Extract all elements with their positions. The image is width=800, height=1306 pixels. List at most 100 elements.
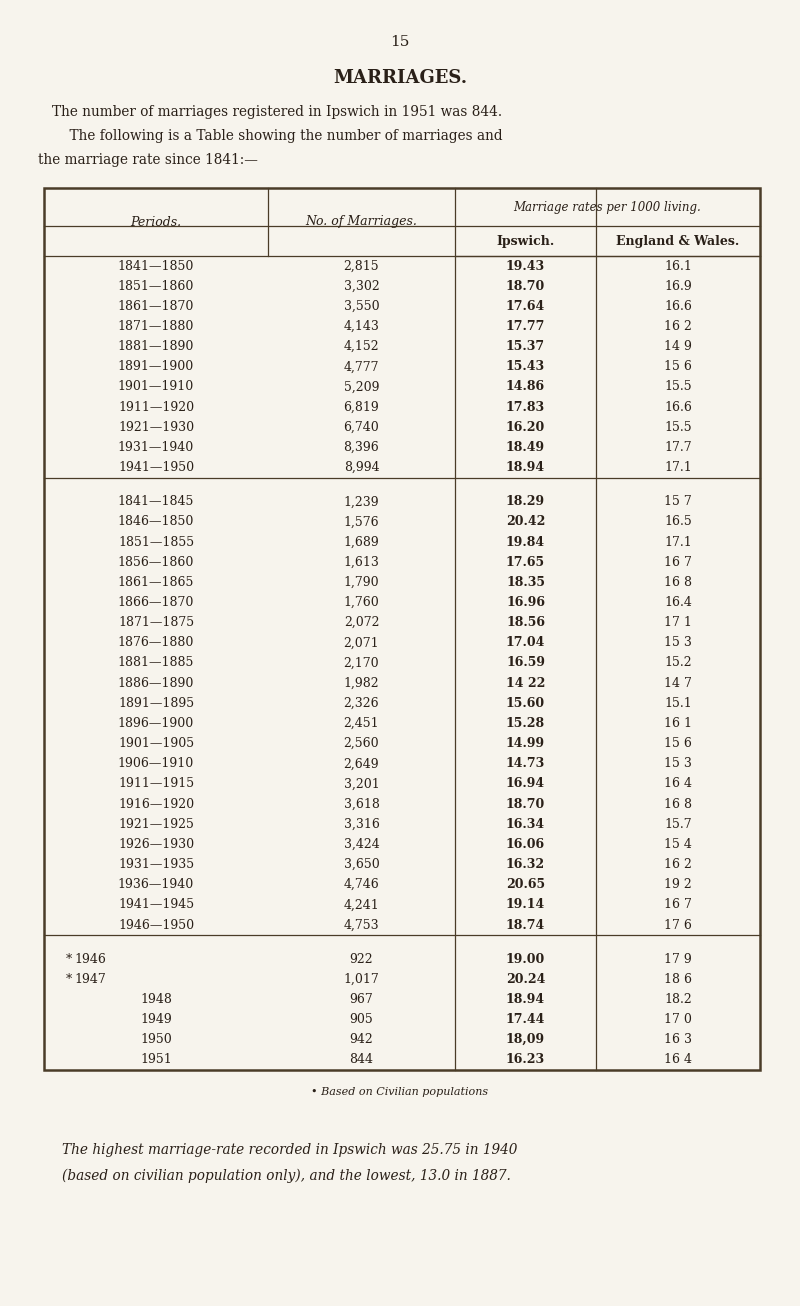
Text: 15 6: 15 6 xyxy=(664,737,692,750)
Text: 16.6: 16.6 xyxy=(664,401,692,414)
Text: 4,143: 4,143 xyxy=(343,320,379,333)
Text: 1931—1935: 1931—1935 xyxy=(118,858,194,871)
Text: 2,071: 2,071 xyxy=(344,636,379,649)
Text: 1881—1885: 1881—1885 xyxy=(118,657,194,670)
Text: 15.1: 15.1 xyxy=(664,697,692,709)
Text: 1871—1880: 1871—1880 xyxy=(118,320,194,333)
Text: 16.1: 16.1 xyxy=(664,260,692,273)
Text: 17.44: 17.44 xyxy=(506,1013,545,1027)
Text: 1851—1855: 1851—1855 xyxy=(118,535,194,549)
Text: 1911—1920: 1911—1920 xyxy=(118,401,194,414)
Text: 14 7: 14 7 xyxy=(664,677,692,690)
Text: 16 2: 16 2 xyxy=(664,320,692,333)
Text: 20.42: 20.42 xyxy=(506,516,545,529)
Text: 6,819: 6,819 xyxy=(344,401,379,414)
Text: 16.5: 16.5 xyxy=(664,516,692,529)
Text: 1886—1890: 1886—1890 xyxy=(118,677,194,690)
Text: 1946—1950: 1946—1950 xyxy=(118,918,194,931)
Text: 18.94: 18.94 xyxy=(506,461,545,474)
Text: 14.99: 14.99 xyxy=(506,737,545,750)
Text: 844: 844 xyxy=(350,1054,374,1067)
Text: 17.04: 17.04 xyxy=(506,636,545,649)
Text: Marriage rates per 1000 living.: Marriage rates per 1000 living. xyxy=(514,201,702,213)
Text: 17 6: 17 6 xyxy=(664,918,692,931)
Text: 16 8: 16 8 xyxy=(664,576,692,589)
Text: 16.94: 16.94 xyxy=(506,777,545,790)
Text: 1841—1850: 1841—1850 xyxy=(118,260,194,273)
Text: 19.84: 19.84 xyxy=(506,535,545,549)
Text: 1841—1845: 1841—1845 xyxy=(118,495,194,508)
Text: 1941—1945: 1941—1945 xyxy=(118,899,194,912)
Text: 16.20: 16.20 xyxy=(506,421,545,434)
Text: The number of marriages registered in Ipswich in 1951 was 844.: The number of marriages registered in Ip… xyxy=(52,104,502,119)
Text: 18.70: 18.70 xyxy=(506,798,545,811)
Text: 14.86: 14.86 xyxy=(506,380,545,393)
Text: 1941—1950: 1941—1950 xyxy=(118,461,194,474)
Text: • Based on Civilian populations: • Based on Civilian populations xyxy=(311,1087,489,1097)
Text: 1851—1860: 1851—1860 xyxy=(118,279,194,293)
Text: 4,241: 4,241 xyxy=(344,899,379,912)
Text: 19 2: 19 2 xyxy=(664,878,692,891)
Text: 1901—1910: 1901—1910 xyxy=(118,380,194,393)
Text: 15.5: 15.5 xyxy=(664,421,692,434)
Text: 18 6: 18 6 xyxy=(664,973,692,986)
Text: 1861—1865: 1861—1865 xyxy=(118,576,194,589)
Text: (based on civilian population only), and the lowest, 13.0 in 1887.: (based on civilian population only), and… xyxy=(62,1169,511,1183)
Text: 1950: 1950 xyxy=(140,1033,172,1046)
Text: No. of Marriages.: No. of Marriages. xyxy=(306,215,418,229)
Text: 18.74: 18.74 xyxy=(506,918,545,931)
Text: 16 2: 16 2 xyxy=(664,858,692,871)
Text: 18.49: 18.49 xyxy=(506,441,545,454)
Text: 1946: 1946 xyxy=(74,952,106,965)
Text: 16 4: 16 4 xyxy=(664,1054,692,1067)
Text: 2,170: 2,170 xyxy=(344,657,379,670)
Text: 1856—1860: 1856—1860 xyxy=(118,556,194,568)
Text: 1891—1900: 1891—1900 xyxy=(118,360,194,374)
Text: 3,302: 3,302 xyxy=(344,279,379,293)
Text: 1916—1920: 1916—1920 xyxy=(118,798,194,811)
Text: 1876—1880: 1876—1880 xyxy=(118,636,194,649)
Text: 3,424: 3,424 xyxy=(344,838,379,852)
Text: 1949: 1949 xyxy=(140,1013,172,1027)
Text: 922: 922 xyxy=(350,952,374,965)
Text: 1948: 1948 xyxy=(140,993,172,1006)
Text: 1,576: 1,576 xyxy=(344,516,379,529)
Text: 15: 15 xyxy=(390,35,410,50)
Text: 16.32: 16.32 xyxy=(506,858,545,871)
Text: 17.65: 17.65 xyxy=(506,556,545,568)
Text: 19.43: 19.43 xyxy=(506,260,545,273)
Text: 2,326: 2,326 xyxy=(344,697,379,709)
Text: 1,790: 1,790 xyxy=(344,576,379,589)
Text: 18.2: 18.2 xyxy=(664,993,692,1006)
Text: 17 0: 17 0 xyxy=(664,1013,692,1027)
Text: 1846—1850: 1846—1850 xyxy=(118,516,194,529)
Text: 17.7: 17.7 xyxy=(664,441,692,454)
Text: 17 1: 17 1 xyxy=(664,616,692,629)
Text: 19.00: 19.00 xyxy=(506,952,545,965)
Text: 3,316: 3,316 xyxy=(343,818,379,831)
Text: 1871—1875: 1871—1875 xyxy=(118,616,194,629)
Text: 15.43: 15.43 xyxy=(506,360,545,374)
Text: 1,239: 1,239 xyxy=(344,495,379,508)
Text: 18.94: 18.94 xyxy=(506,993,545,1006)
Text: 16.96: 16.96 xyxy=(506,596,545,609)
Text: 3,650: 3,650 xyxy=(344,858,379,871)
Text: 18,09: 18,09 xyxy=(506,1033,545,1046)
Text: 17.77: 17.77 xyxy=(506,320,545,333)
Text: 16 1: 16 1 xyxy=(664,717,692,730)
Text: 1866—1870: 1866—1870 xyxy=(118,596,194,609)
Text: 15.60: 15.60 xyxy=(506,697,545,709)
Text: 20.65: 20.65 xyxy=(506,878,545,891)
Text: 15 4: 15 4 xyxy=(664,838,692,852)
Text: 6,740: 6,740 xyxy=(344,421,379,434)
Text: 17.1: 17.1 xyxy=(664,461,692,474)
Text: 1947: 1947 xyxy=(74,973,106,986)
Bar xyxy=(44,188,760,1070)
Text: 8,994: 8,994 xyxy=(344,461,379,474)
Text: *: * xyxy=(66,952,72,965)
Text: 16 7: 16 7 xyxy=(664,899,692,912)
Text: 17.1: 17.1 xyxy=(664,535,692,549)
Text: the marriage rate since 1841:—: the marriage rate since 1841:— xyxy=(38,153,258,167)
Text: 17 9: 17 9 xyxy=(664,952,692,965)
Text: 3,201: 3,201 xyxy=(344,777,379,790)
